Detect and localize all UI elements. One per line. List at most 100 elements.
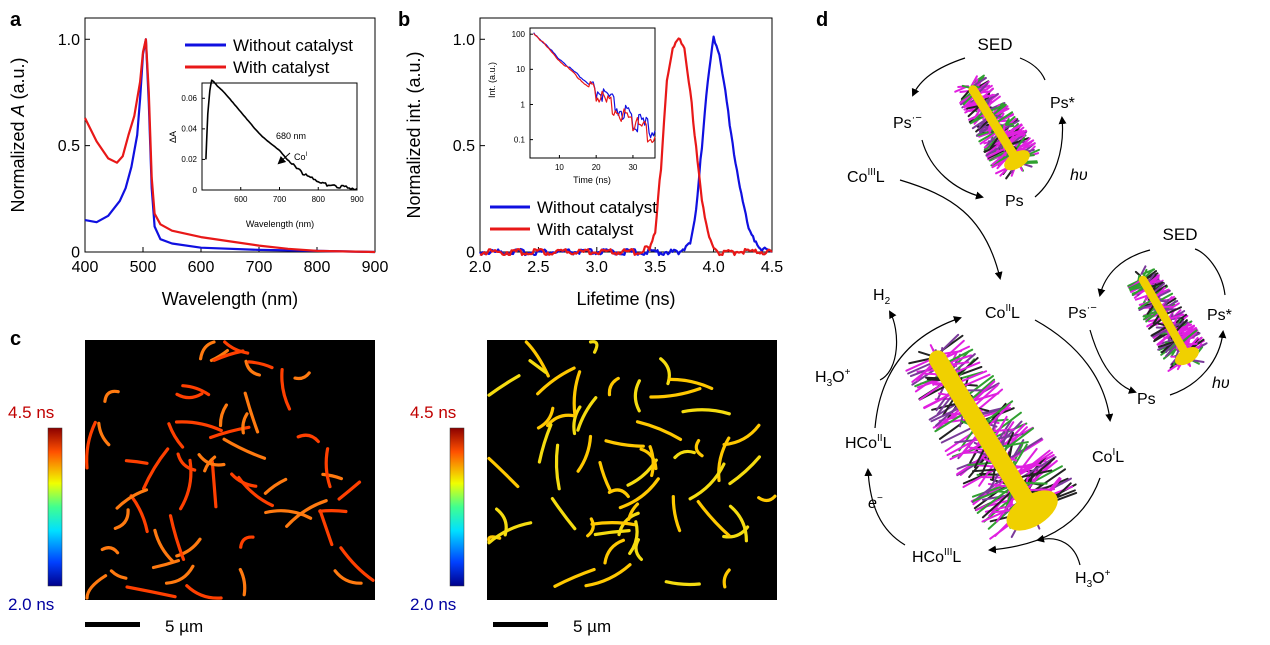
micrograph-left-fibers <box>85 340 375 600</box>
fiber <box>590 521 637 527</box>
nano-bristle <box>1148 275 1160 287</box>
nano-bristle <box>962 468 997 489</box>
nano-bristle <box>911 368 937 386</box>
fiber <box>618 477 660 510</box>
fiber <box>584 563 632 588</box>
nano-cap <box>1004 150 1030 171</box>
fiber <box>572 405 582 436</box>
arrow-psrad-to-ps-right <box>1089 329 1137 394</box>
nano-bristle <box>983 92 999 103</box>
co3l: CoIIIL <box>847 167 885 186</box>
fiber <box>604 439 645 448</box>
nano-bristle <box>1182 329 1198 343</box>
x-tick-label: 3.0 <box>586 259 608 276</box>
fiber <box>593 529 631 537</box>
nanofiber-small-right <box>1127 265 1208 372</box>
nano-bristle <box>1011 463 1041 469</box>
legend-a-without: Without catalyst <box>233 36 353 55</box>
y-tick-label: 0 <box>466 245 475 262</box>
y-tick-label: 10 <box>516 65 525 74</box>
nano-bristle <box>949 443 983 461</box>
arrow-hco2l-to-co2l <box>874 316 962 429</box>
nano-bristle <box>958 370 988 383</box>
y-tick-label: 0.04 <box>181 125 197 134</box>
fiber <box>634 538 643 561</box>
micrograph-left <box>85 340 375 600</box>
nano-bristle <box>1139 303 1155 310</box>
nano-bristle <box>923 392 952 409</box>
nano-bristle <box>980 93 996 100</box>
colorbar-right-min: 2.0 ns <box>410 595 456 614</box>
h3o-left: H3O+ <box>815 367 851 389</box>
scalebar-right <box>493 622 548 627</box>
fiber <box>321 472 343 481</box>
chart-b-inset-xlabel: Time (ns) <box>573 175 611 185</box>
colorbar-left <box>47 427 63 587</box>
fiber <box>241 412 249 435</box>
chart-a-ylabel: Normalized A (a.u.) <box>8 57 28 212</box>
fiber <box>218 403 228 428</box>
nano-bristle <box>1016 447 1038 475</box>
panel-label-c: c <box>10 328 21 350</box>
electron: e− <box>868 493 883 512</box>
fiber <box>230 472 258 488</box>
nano-bristle <box>953 361 981 374</box>
fiber <box>536 406 555 430</box>
nano-bristle <box>1146 303 1156 315</box>
nano-bristle <box>978 461 996 487</box>
nano-bristle <box>1011 443 1028 470</box>
fiber <box>598 461 612 492</box>
fiber <box>688 462 726 501</box>
fiber <box>243 391 260 434</box>
fiber <box>553 567 596 588</box>
fiber <box>728 504 748 543</box>
nano-core <box>968 85 1023 167</box>
arrow-co1l-to-hco3l <box>988 477 1101 554</box>
chart-b-ylabel: Normalized int. (a.u.) <box>404 51 424 218</box>
nano-bristle <box>1156 289 1171 299</box>
nano-bristle <box>928 402 958 421</box>
arrow-ps-to-excited-top <box>1034 116 1067 198</box>
nano-bristle <box>1145 311 1159 323</box>
nano-bristle <box>1182 342 1198 346</box>
panel-label-b: b <box>398 9 410 31</box>
nano-bristle <box>977 129 995 137</box>
fiber <box>129 494 149 534</box>
fiber <box>546 413 577 428</box>
fiber <box>175 537 202 558</box>
colorbar-left-max: 4.5 ns <box>8 403 54 422</box>
fiber <box>694 439 704 458</box>
hv-top: hυ <box>1070 167 1088 184</box>
fiber <box>185 584 223 600</box>
fiber <box>696 500 731 538</box>
nano-bristle <box>1148 318 1163 330</box>
nano-bristle <box>979 132 997 145</box>
chart-a-ticks: 400 500 600 700 800 900 0 0.5 1.0 <box>58 32 389 276</box>
nano-bristle <box>966 104 981 110</box>
nano-bristle <box>960 89 971 101</box>
fiber <box>85 420 97 470</box>
nano-bristle <box>905 358 932 372</box>
fiber <box>97 421 111 447</box>
scalebar-left <box>85 622 140 627</box>
x-tick-label: 800 <box>304 259 331 276</box>
nano-bristle <box>962 373 991 388</box>
nano-bristle <box>909 365 937 378</box>
y-tick-label: 0.02 <box>181 155 197 164</box>
inset-annotation-species: CoI <box>294 152 308 162</box>
nano-bristle <box>1151 329 1169 338</box>
fiber <box>318 509 348 514</box>
nano-bristle <box>977 82 989 94</box>
chart-b-series <box>479 35 773 257</box>
fiber <box>649 387 702 399</box>
nano-bristle <box>908 357 933 365</box>
colorbar-left-min: 2.0 ns <box>8 595 54 614</box>
series-line-1 <box>479 37 773 257</box>
nanofiber-small-top <box>954 74 1040 180</box>
nano-bristle <box>1153 284 1168 294</box>
fiber <box>115 488 149 510</box>
fiber <box>668 377 714 390</box>
nano-bristle <box>942 418 970 424</box>
chart-a-inset-frame <box>201 82 358 191</box>
